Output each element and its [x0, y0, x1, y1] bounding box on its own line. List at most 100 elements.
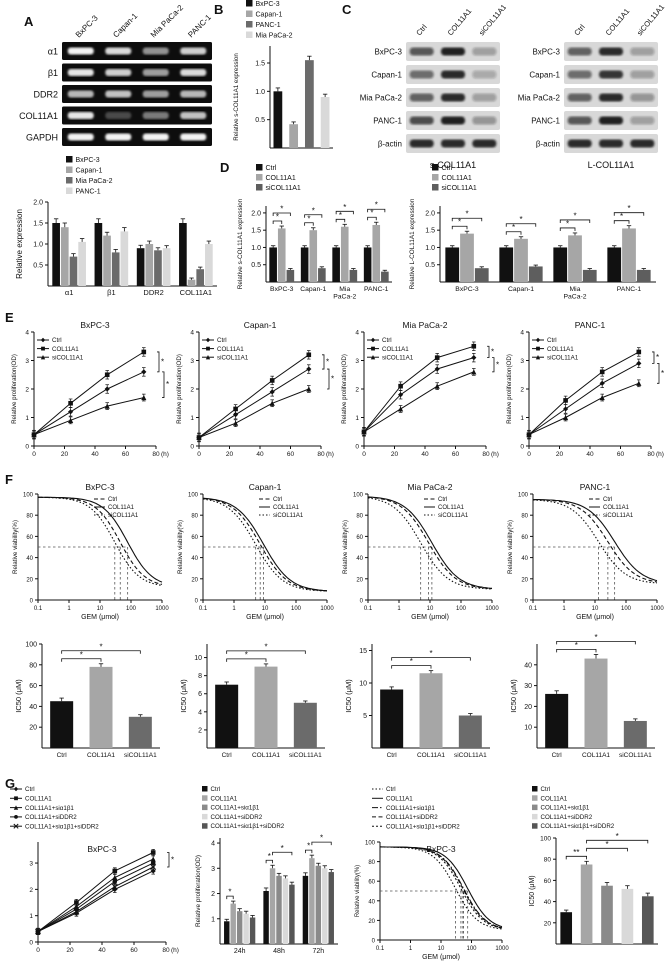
x-tick-label: 20 [61, 451, 69, 458]
sig-bracket [272, 212, 291, 217]
x-axis-label: GEM (μmol) [81, 614, 119, 621]
sig-label: * [519, 215, 522, 224]
bar [52, 223, 60, 286]
bar-name-label: Ctrl [57, 752, 68, 759]
sig-bracket [586, 839, 649, 844]
x-category-label: COL11A1 [180, 288, 212, 297]
y-tick-label: 4 [25, 330, 29, 337]
bar-name-label: Ctrl [222, 752, 233, 759]
proliferation-line-chart-bxpc3: 0 1 2 3 4 Relative proliferation(OD) 0 20 40 60 80… [8, 318, 170, 470]
blot-lane-label: siCOL11A1 [477, 3, 506, 38]
sig-bracket [226, 650, 306, 654]
series-line [198, 354, 310, 438]
y-tick-label: 3 [190, 358, 194, 365]
ic50-bar-chart-bxpc3: 20 40 60 80 100 IC50 (μM) Ctrl COL11A1 siCOL11A1… [8, 628, 170, 774]
y-axis-label: Relative viability(%) [355, 865, 361, 917]
blot-band [409, 70, 434, 79]
blot-band [441, 116, 465, 125]
sig-label: * [161, 357, 164, 366]
bar [363, 247, 372, 282]
x-category-label: 24h [234, 948, 246, 955]
sig-label: * [276, 213, 279, 222]
y-tick-label: 20 [26, 577, 33, 583]
legend-swatch [432, 164, 439, 171]
x-tick-label: 80 [162, 947, 170, 954]
x-tick-label: 100 [291, 606, 302, 612]
x-category-label: Mia [570, 286, 581, 293]
bar-name-label: COL11A1 [417, 752, 445, 759]
marker-square [471, 343, 477, 349]
gel-band [180, 69, 207, 76]
y-tick-label: 1 [25, 415, 29, 422]
y-tick-label: 5 [363, 713, 367, 720]
series-line [198, 368, 310, 438]
y-tick-label: 80 [368, 860, 375, 866]
sig-label: * [429, 649, 432, 658]
viability-curve-panc1: 0 20 40 60 80 100 Relative viability(%) 0.1 1 10 1… [503, 480, 665, 626]
legend-label: Ctrl [382, 337, 392, 344]
sig-label: * [616, 832, 619, 841]
x-tick-label: 10 [427, 606, 434, 612]
y-tick-label: 60 [521, 535, 528, 541]
x-category-label: Capan-1 [300, 286, 326, 293]
marker-square [599, 369, 605, 375]
legend-label: COL11A1 [438, 505, 465, 511]
bar [474, 268, 489, 282]
gel-band [142, 69, 169, 76]
y-axis-label: Relative s-COL11A1 expression [233, 53, 240, 141]
chart-title: Capan-1 [249, 482, 282, 492]
y-tick-label: 100 [188, 493, 199, 499]
marker-triangle [599, 394, 605, 401]
y-tick-label: 0 [372, 939, 376, 945]
sig-label: * [573, 211, 576, 220]
y-axis-label: Relative viability(%) [12, 520, 19, 574]
sig-label: ** [573, 848, 579, 857]
ic50F3-svg: 10 20 30 40 IC50 (μM) Ctrl COL11A1 siCOL11A1 * * [509, 633, 655, 759]
ic50-bar-chart-capan1: 2 4 6 8 10 IC50 (μM) Ctrl COL11A1 siCOL11A1 * * [173, 628, 335, 774]
legend-label: COL11A1+siα1β1+siDDR2 [25, 823, 99, 830]
doseF2-svg: 0 20 40 60 80 100 Relative viability(%) 0.1 1 10 1… [342, 482, 499, 621]
x-category-label: PANC-1 [364, 286, 389, 293]
chart-title: PANC-1 [580, 482, 611, 492]
proliferation-line-chart-panc1: 0 1 2 3 4 Relative proliferation(OD) 0 20 40 60 80… [503, 318, 665, 470]
legend-label: siCOL11A1 [217, 354, 249, 361]
bar [607, 247, 622, 282]
legend-label: Ctrl [217, 337, 227, 344]
legend-label: siCOL11A1 [52, 354, 84, 361]
bar [568, 235, 582, 282]
sig-bracket [61, 658, 102, 662]
y-tick-label: 20 [191, 577, 198, 583]
sig-label: * [343, 203, 346, 212]
y-tick-label: 0 [520, 444, 524, 451]
bar [332, 247, 340, 282]
sig-label: * [280, 205, 283, 214]
series-line [33, 371, 145, 436]
sig-label: * [375, 201, 378, 210]
bar [582, 269, 597, 282]
bar [103, 235, 111, 286]
blot-band [409, 116, 434, 125]
y-tick-label: 2.0 [425, 210, 435, 217]
x-tick-label: 100 [621, 606, 632, 612]
x-axis-label: GEM (μmol) [411, 614, 449, 621]
series-line [363, 345, 474, 433]
legend-swatch [66, 177, 73, 184]
y-axis-label: Relative proliferation(OD) [195, 855, 202, 927]
y-tick-label: 3 [355, 358, 359, 365]
gel-row [62, 63, 212, 82]
sig-bracket [167, 852, 170, 868]
legend-label: COL11A1+siα1β1 [211, 805, 260, 812]
bar-name-label: COL11A1 [87, 752, 115, 759]
legend-label: Ctrl [603, 497, 612, 503]
y-tick-label: 6 [198, 691, 202, 698]
x-tick-label: 80 [152, 451, 160, 458]
y-tick-label: 0.5 [251, 262, 261, 269]
blot-band [599, 93, 623, 102]
doseF0-svg: 0 20 40 60 80 100 Relative viability(%) 0.1 1 10 1… [12, 482, 169, 621]
marker-triangle [535, 355, 541, 360]
marker-diamond [471, 355, 477, 361]
legend-label: siCOL11A1 [442, 185, 477, 192]
x-tick-label: 1000 [485, 606, 499, 612]
marker-triangle [141, 394, 147, 401]
x-tick-label: 0 [197, 451, 201, 458]
